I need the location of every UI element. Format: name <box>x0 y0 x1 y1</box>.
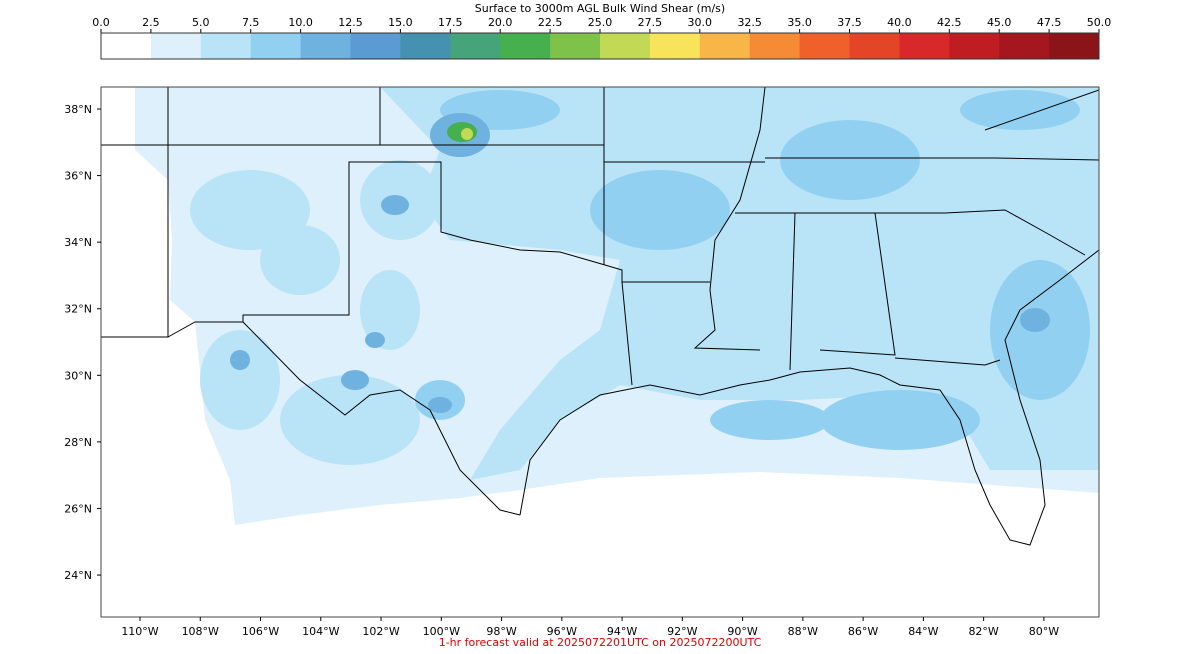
colorbar-tick-label: 22.5 <box>538 16 563 29</box>
lon-tick-label: 84°W <box>908 625 938 638</box>
colorbar-bin <box>500 33 551 59</box>
lat-tick-label: 36°N <box>64 170 92 183</box>
shear-patches-mid <box>415 90 1090 450</box>
lon-tick-label: 110°W <box>121 625 158 638</box>
colorbar-bin <box>400 33 451 59</box>
lon-axis: 110°W 108°W 106°W 104°W 102°W 100°W 98°W 96°W 94… <box>121 617 1059 638</box>
colorbar-tick-label: 40.0 <box>887 16 912 29</box>
lat-tick-label: 28°N <box>64 436 92 449</box>
colorbar-tick-label: 42.5 <box>937 16 962 29</box>
colorbar-bin <box>999 33 1050 59</box>
lat-axis: 38°N 36°N 34°N 32°N 30°N 28°N 26°N 24°N <box>64 103 101 582</box>
colorbar-tick-label: 15.0 <box>388 16 413 29</box>
colorbar-tick-label: 5.0 <box>192 16 210 29</box>
colorbar-tick-label: 2.5 <box>142 16 160 29</box>
shear-peak <box>461 128 473 140</box>
colorbar-bin <box>550 33 601 59</box>
colorbar-bin <box>949 33 1000 59</box>
colorbar-tick-label: 35.0 <box>787 16 812 29</box>
colorbar-tick-label: 25.0 <box>588 16 613 29</box>
lon-tick-label: 96°W <box>547 625 577 638</box>
colorbar-bin <box>899 33 950 59</box>
colorbar-tick-label: 10.0 <box>288 16 313 29</box>
lon-tick-label: 108°W <box>182 625 219 638</box>
colorbar-tick-label: 37.5 <box>837 16 862 29</box>
colorbar-tick-label: 30.0 <box>688 16 713 29</box>
lon-tick-label: 86°W <box>848 625 878 638</box>
lon-tick-label: 98°W <box>486 625 516 638</box>
map <box>101 87 1099 617</box>
lon-tick-label: 94°W <box>607 625 637 638</box>
rio-grande <box>242 321 521 516</box>
colorbar-tick-label: 20.0 <box>488 16 513 29</box>
lat-tick-label: 26°N <box>64 502 92 515</box>
lat-tick-label: 34°N <box>64 236 92 249</box>
colorbar: 0.0 2.5 5.0 7.5 10.0 12.5 15.0 17.5 20.0 22.5 25.0… <box>92 16 1111 59</box>
forecast-footer: 1-hr forecast valid at 2025072201UTC on … <box>439 636 762 649</box>
colorbar-bin <box>600 33 651 59</box>
colorbar-tick-label: 0.0 <box>92 16 110 29</box>
lon-tick-label: 106°W <box>242 625 279 638</box>
colorbar-tick-label: 45.0 <box>987 16 1012 29</box>
colorbar-tick-label: 50.0 <box>1087 16 1112 29</box>
colorbar-tick-label: 12.5 <box>338 16 363 29</box>
colorbar-bin <box>699 33 751 59</box>
colorbar-tick-label: 27.5 <box>638 16 663 29</box>
lat-tick-label: 30°N <box>64 369 92 382</box>
lon-tick-label: 82°W <box>968 625 998 638</box>
lat-tick-label: 32°N <box>64 303 92 316</box>
colorbar-tick-label: 32.5 <box>737 16 762 29</box>
coastline <box>519 249 1099 546</box>
colorbar-bin <box>350 33 401 59</box>
lon-tick-label: 102°W <box>362 625 399 638</box>
colorbar-bin <box>300 33 351 59</box>
lon-tick-label: 92°W <box>667 625 697 638</box>
lon-tick-label: 88°W <box>788 625 818 638</box>
lon-tick-label: 104°W <box>302 625 339 638</box>
colorbar-title: Surface to 3000m AGL Bulk Wind Shear (m/… <box>475 2 725 15</box>
colorbar-bin <box>799 33 850 59</box>
colorbar-tick-label: 17.5 <box>438 16 463 29</box>
lon-tick-label: 100°W <box>423 625 460 638</box>
shear-patches <box>190 87 1099 480</box>
colorbar-bin <box>649 33 701 59</box>
colorbar-bin <box>200 33 252 59</box>
lat-tick-label: 24°N <box>64 569 92 582</box>
colorbar-bin <box>749 33 801 59</box>
colorbar-tick-label: 47.5 <box>1037 16 1062 29</box>
colorbar-bin <box>450 33 501 59</box>
colorbar-bin <box>101 33 152 59</box>
colorbar-bin <box>849 33 900 59</box>
lon-tick-label: 80°W <box>1029 625 1059 638</box>
colorbar-tick-label: 7.5 <box>242 16 260 29</box>
colorbar-bin <box>250 33 302 59</box>
map-frame <box>100 86 1100 618</box>
lat-tick-label: 38°N <box>64 103 92 116</box>
colorbar-frame <box>100 32 1100 60</box>
colorbar-bin <box>150 33 202 59</box>
borders <box>101 87 1099 546</box>
colorbar-bin <box>1049 33 1100 59</box>
lon-tick-label: 90°W <box>727 625 757 638</box>
